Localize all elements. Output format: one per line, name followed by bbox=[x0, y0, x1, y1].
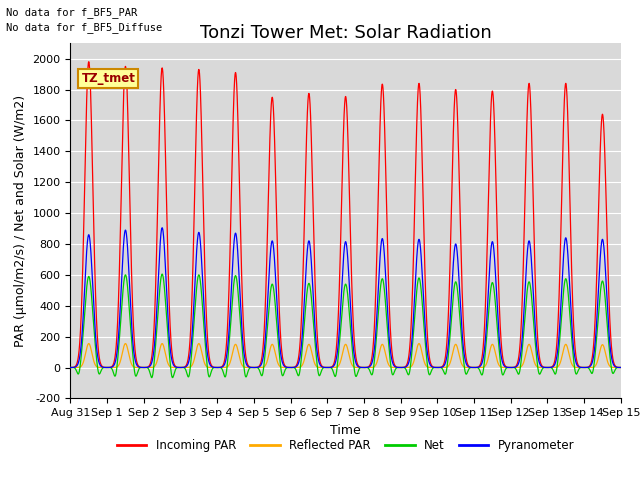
Legend: Incoming PAR, Reflected PAR, Net, Pyranometer: Incoming PAR, Reflected PAR, Net, Pyrano… bbox=[112, 434, 579, 456]
X-axis label: Time: Time bbox=[330, 424, 361, 437]
Y-axis label: PAR (μmol/m2/s) / Net and Solar (W/m2): PAR (μmol/m2/s) / Net and Solar (W/m2) bbox=[14, 95, 27, 347]
Title: Tonzi Tower Met: Solar Radiation: Tonzi Tower Met: Solar Radiation bbox=[200, 24, 492, 42]
Text: No data for f_BF5_Diffuse: No data for f_BF5_Diffuse bbox=[6, 22, 163, 33]
Text: TZ_tmet: TZ_tmet bbox=[81, 72, 135, 84]
Text: No data for f_BF5_PAR: No data for f_BF5_PAR bbox=[6, 7, 138, 18]
